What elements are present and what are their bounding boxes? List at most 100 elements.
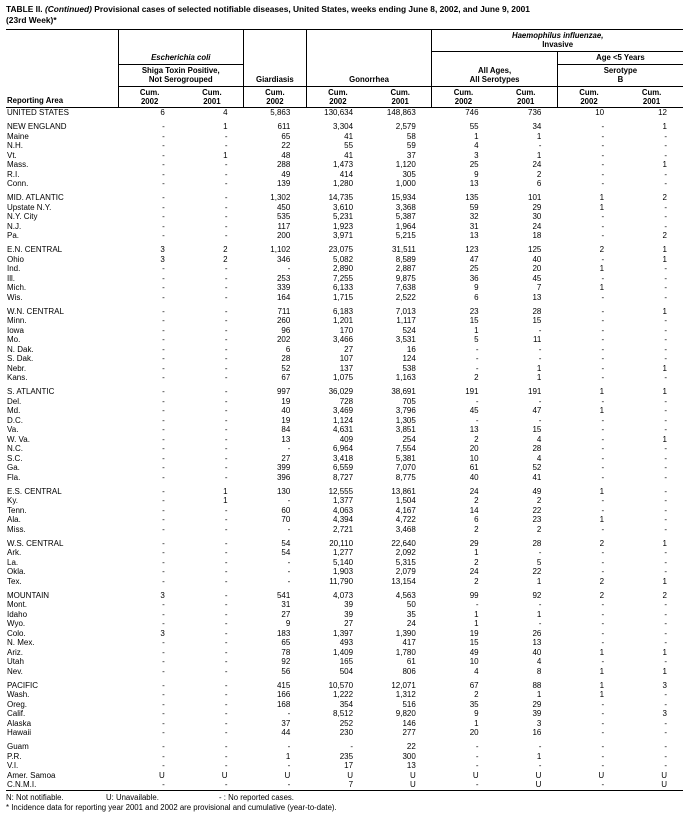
- value-cell: 84: [281, 425, 291, 434]
- reporting-area-cell: Idaho: [7, 609, 28, 619]
- table-row: Idaho - - 27 39 35 1 1 - -: [6, 610, 683, 620]
- value-cell: 5,387: [395, 212, 416, 221]
- value-cell: U: [284, 770, 291, 780]
- reporting-area-cell: Kans.: [7, 373, 28, 382]
- value-cell: 8,512: [333, 709, 354, 718]
- ecoli-sub-line1: Shiga Toxin Positive,: [141, 66, 220, 75]
- value-cell: 1: [662, 434, 667, 444]
- value-cell: 230: [339, 728, 354, 737]
- header-spacer: [243, 51, 307, 65]
- value-cell: -: [162, 453, 165, 463]
- value-cell: -: [601, 373, 605, 382]
- value-cell: -: [224, 548, 228, 557]
- cum-label: Cum.: [390, 88, 410, 97]
- value-cell: -: [664, 335, 667, 344]
- value-cell: 1: [536, 576, 542, 586]
- reporting-area-cell: Guam: [7, 742, 29, 751]
- value-cell: U: [347, 770, 354, 780]
- value-cell: 1: [662, 363, 667, 373]
- value-cell: 1,277: [333, 548, 354, 557]
- reporting-area-cell: Utah: [7, 657, 24, 666]
- value-cell: -: [224, 567, 228, 576]
- value-cell: -: [162, 344, 165, 354]
- value-cell: 9,875: [395, 273, 416, 283]
- value-cell: 55: [469, 122, 479, 131]
- value-cell: 19: [281, 415, 291, 425]
- value-cell: -: [162, 666, 165, 676]
- value-cell: -: [224, 373, 228, 382]
- value-cell: -: [162, 728, 165, 737]
- value-cell: -: [162, 486, 165, 496]
- value-cell: -: [475, 415, 479, 425]
- reporting-area-cell: Fla.: [7, 472, 21, 482]
- value-cell: -: [664, 619, 667, 628]
- value-cell: -: [287, 524, 291, 534]
- value-cell: 2: [662, 193, 667, 202]
- value-cell: 11,790: [329, 576, 354, 586]
- value-cell: -: [224, 647, 228, 657]
- value-cell: 3,971: [333, 231, 354, 240]
- value-cell: -: [601, 628, 605, 638]
- value-cell: 13: [469, 179, 479, 188]
- value-cell: 3: [662, 680, 667, 690]
- value-cell: -: [224, 160, 228, 169]
- value-cell: 1: [662, 245, 667, 254]
- reporting-area-cell: Nev.: [7, 666, 23, 676]
- value-cell: -: [601, 524, 605, 534]
- value-cell: -: [664, 354, 667, 363]
- value-cell: 4,394: [333, 515, 354, 524]
- value-cell: 19: [281, 396, 291, 406]
- value-cell: -: [224, 453, 228, 463]
- value-cell: 191: [528, 387, 542, 396]
- value-cell: 15: [532, 316, 542, 325]
- value-cell: -: [601, 179, 605, 188]
- value-cell: 5,140: [333, 557, 354, 567]
- value-cell: 3,466: [333, 335, 354, 344]
- header-spacer: [306, 51, 433, 65]
- cum-label: Cum.: [328, 88, 348, 97]
- value-cell: 6: [285, 344, 291, 354]
- reporting-area-cell: Upstate N.Y.: [7, 202, 52, 212]
- value-cell: 493: [339, 638, 354, 647]
- value-cell: 1: [662, 122, 667, 131]
- value-cell: -: [601, 619, 605, 628]
- value-cell: 8,775: [395, 472, 416, 482]
- value-cell: 10,570: [328, 680, 354, 690]
- table-row: Ill. - - 253 7,255 9,875 36 45 - -: [6, 274, 683, 284]
- value-cell: -: [162, 396, 165, 406]
- reporting-area-cell: N.Y. City: [7, 212, 38, 221]
- table-row: Mont. - - 31 39 50 - - - -: [6, 600, 683, 610]
- value-cell: 164: [276, 292, 291, 302]
- value-cell: 10: [469, 453, 479, 463]
- value-cell: -: [601, 425, 605, 434]
- value-cell: 31: [469, 221, 479, 231]
- value-cell: 168: [276, 699, 291, 709]
- value-cell: -: [162, 709, 165, 718]
- value-cell: 20: [469, 728, 479, 737]
- value-cell: -: [224, 434, 228, 444]
- value-cell: 1: [599, 666, 605, 676]
- cum-label: Cum.: [202, 88, 222, 97]
- value-cell: 35: [469, 699, 479, 709]
- serotype-b-header: Serotype B: [557, 64, 683, 87]
- value-cell: -: [664, 150, 667, 160]
- value-cell: 260: [276, 316, 291, 325]
- value-cell: 28: [532, 538, 542, 548]
- value-cell: -: [601, 363, 605, 373]
- value-cell: -: [224, 619, 228, 628]
- serotype-line2: B: [617, 75, 624, 84]
- value-cell: 1,163: [395, 373, 416, 382]
- value-cell: 40: [469, 472, 479, 482]
- table-row: Calif. - - - 8,512 9,820 9 39 - 3: [6, 709, 683, 719]
- value-cell: 1: [474, 609, 479, 619]
- reporting-area-cell: Tenn.: [7, 505, 27, 515]
- value-cell: 1: [536, 131, 542, 141]
- value-cell: -: [664, 316, 667, 325]
- value-cell: 8: [536, 666, 542, 676]
- footnote-incidence: * Incidence data for reporting year 2001…: [6, 802, 337, 812]
- value-cell: -: [664, 486, 667, 496]
- value-cell: -: [162, 306, 165, 316]
- reporting-area-cell: R.I.: [7, 169, 20, 179]
- value-cell: 15: [469, 316, 479, 325]
- value-cell: 5,231: [333, 212, 354, 221]
